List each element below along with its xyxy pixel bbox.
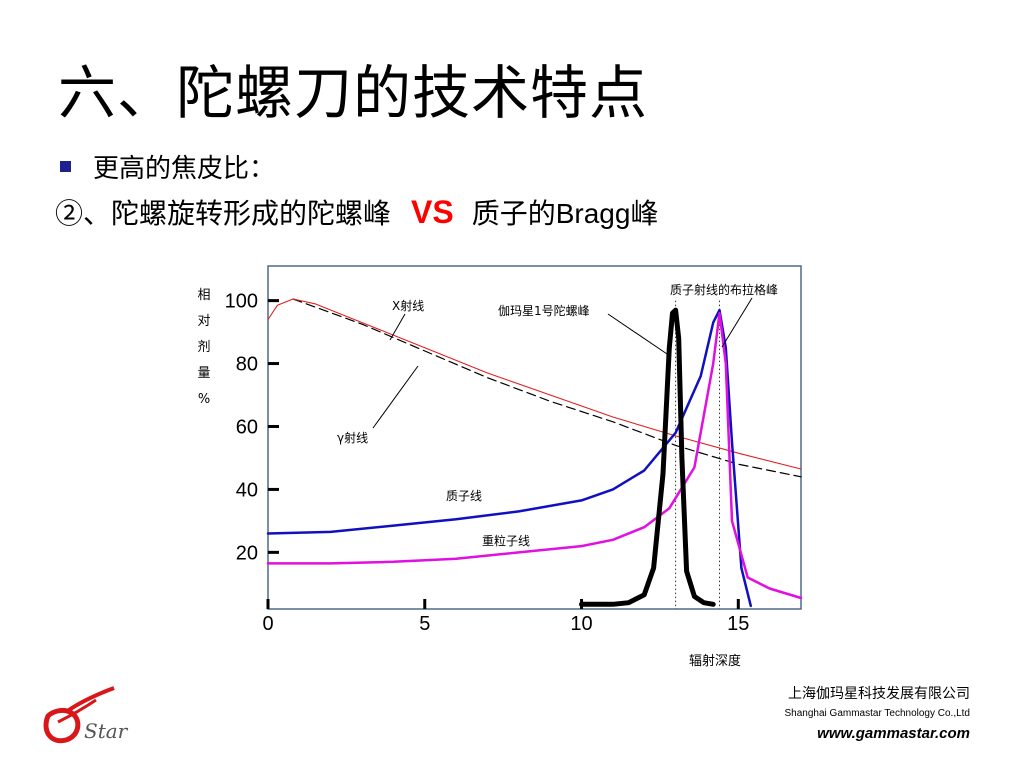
- subtitle-suffix-latin: Bragg: [555, 198, 631, 229]
- y-tick-label: 80: [236, 354, 258, 376]
- annotation-leader-line: [389, 313, 406, 341]
- company-info: 上海伽玛星科技发展有限公司 Shanghai Gammastar Technol…: [785, 683, 970, 742]
- subtitle-line: ②、陀螺旋转形成的陀螺峰 VS 质子的 Bragg 峰: [55, 192, 658, 232]
- annotation-label: 伽玛星1号陀螺峰: [498, 303, 590, 318]
- vs-label: VS: [411, 194, 454, 230]
- subtitle-suffix-end: 峰: [630, 197, 659, 230]
- annotation-label: 质子射线的布拉格峰: [670, 282, 778, 297]
- y-axis-label-char: 相: [197, 288, 210, 303]
- company-website[interactable]: www.gammastar.com: [817, 725, 970, 742]
- x-tick-label: 10: [570, 613, 592, 635]
- y-tick-label: 100: [225, 291, 258, 313]
- x-axis-label: 辐射深度: [689, 653, 741, 669]
- company-name-cn: 上海伽玛星科技发展有限公司: [788, 686, 970, 702]
- series-line-0: [292, 298, 802, 478]
- annotation-label: γ射线: [337, 430, 368, 445]
- y-tick-label: 40: [236, 479, 258, 501]
- x-tick-label: 5: [419, 613, 430, 635]
- series-line-3: [266, 311, 803, 600]
- annotation-label: 质子线: [446, 489, 482, 503]
- annotation-leader-line: [372, 365, 419, 429]
- subtitle-suffix-cn: 质子的: [471, 197, 556, 230]
- x-tick-label: 15: [727, 613, 749, 635]
- series-line-1: [267, 298, 802, 470]
- slide-title: 六、陀螺刀的技术特点: [58, 59, 649, 127]
- y-axis-label-char: 剂: [197, 340, 210, 355]
- plot-frame: [267, 265, 802, 610]
- series-line-4: [579, 307, 716, 607]
- y-axis-label-char: 对: [197, 314, 210, 329]
- subtitle-prefix: ②、陀螺旋转形成的陀螺峰: [55, 197, 392, 230]
- annotation-label: 重粒子线: [482, 533, 530, 548]
- annotation-leader-line: [721, 297, 753, 348]
- company-name-en: Shanghai Gammastar Technology Co.,Ltd: [784, 708, 970, 719]
- x-tick-label: 0: [262, 613, 273, 635]
- y-axis-label-char: %: [198, 392, 210, 407]
- bullet-item: 更高的焦皮比：: [60, 148, 275, 185]
- gammastar-logo: Star: [43, 686, 129, 744]
- series-line-2: [266, 308, 753, 608]
- bullet-square-icon: [60, 161, 71, 172]
- annotation-leader-line: [607, 313, 671, 357]
- y-axis-label-char: 量: [197, 366, 210, 381]
- bullet-text: 更高的焦皮比：: [93, 154, 276, 184]
- y-tick-label: 60: [236, 416, 258, 438]
- logo-text: Star: [84, 719, 129, 743]
- y-tick-label: 20: [236, 542, 258, 564]
- annotation-label: X射线: [392, 298, 424, 313]
